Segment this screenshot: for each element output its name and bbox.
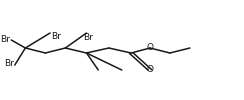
Text: O: O xyxy=(147,43,154,52)
Text: Br: Br xyxy=(83,32,93,42)
Text: Br: Br xyxy=(4,60,14,68)
Text: O: O xyxy=(146,65,153,74)
Text: Br: Br xyxy=(0,34,10,44)
Text: Br: Br xyxy=(51,32,61,41)
